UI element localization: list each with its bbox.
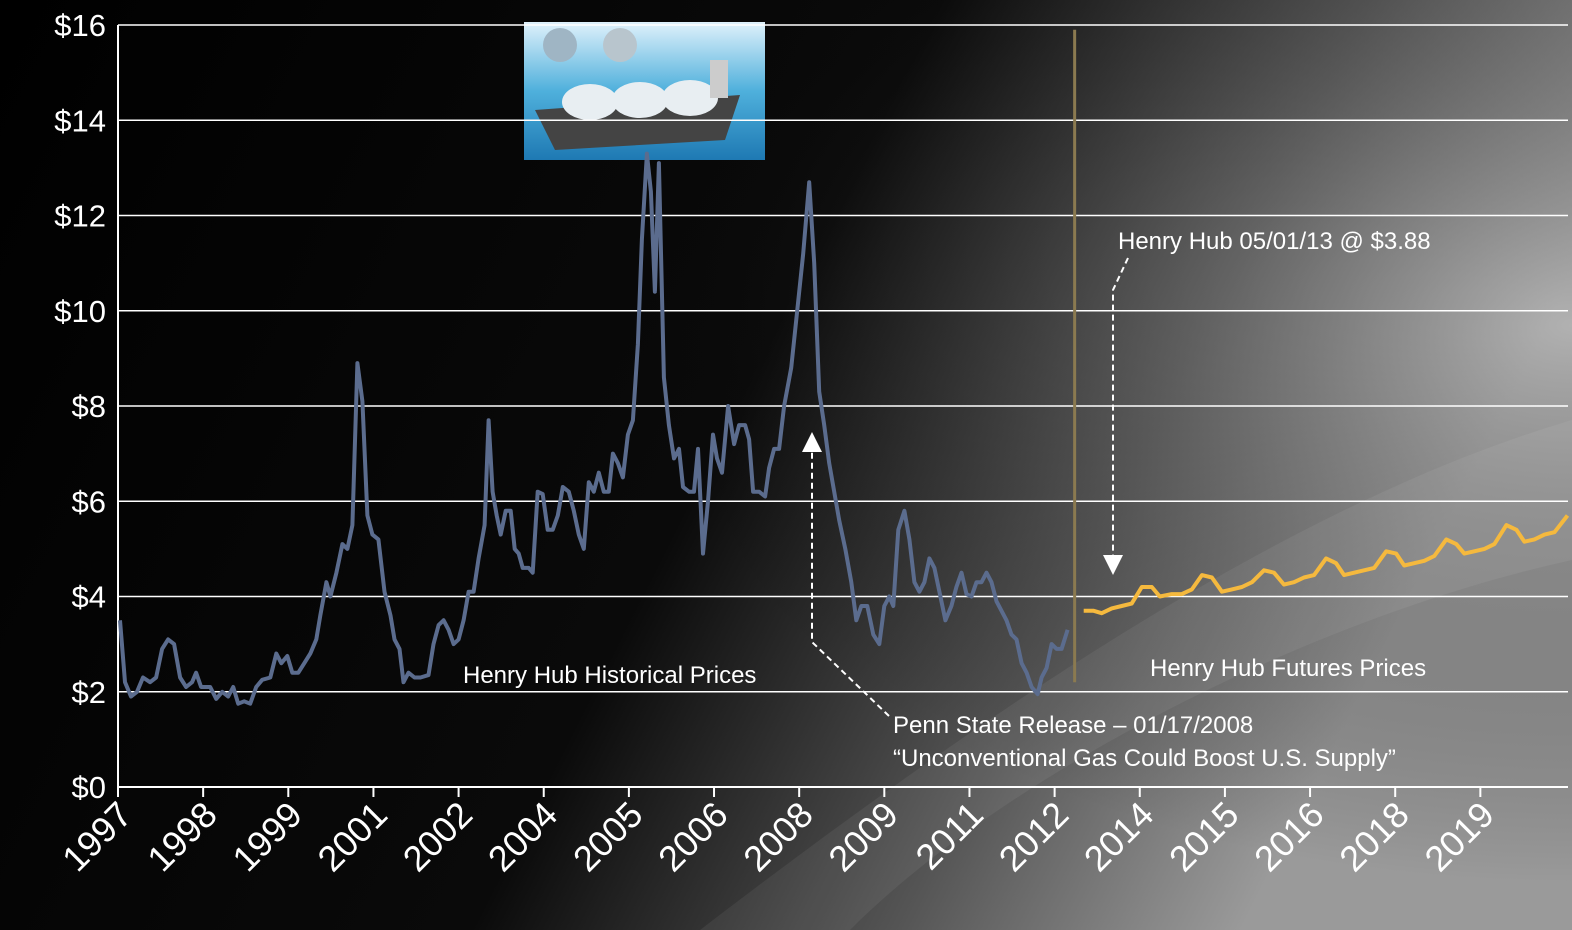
- y-tick-label: $10: [54, 294, 106, 329]
- y-tick-label: $8: [72, 389, 106, 424]
- background-ray: [700, 420, 1572, 930]
- annotation: Penn State Release – 01/17/2008: [893, 712, 1253, 739]
- lng-ship-image: [524, 22, 765, 160]
- y-tick-label: $16: [54, 8, 106, 43]
- annotation: Henry Hub 05/01/13 @ $3.88: [1118, 228, 1431, 255]
- series-label: Henry Hub Futures Prices: [1150, 655, 1426, 682]
- series-label: Henry Hub Historical Prices: [463, 662, 756, 689]
- price-line: [1083, 514, 1570, 616]
- y-tick-label: $6: [72, 484, 106, 519]
- y-tick-label: $12: [54, 199, 106, 234]
- annotation: “Unconventional Gas Could Boost U.S. Sup…: [893, 745, 1396, 772]
- y-tick-label: $14: [54, 103, 106, 138]
- y-tick-label: $2: [72, 675, 106, 710]
- y-tick-label: $0: [72, 770, 106, 805]
- price-line: [118, 151, 1070, 706]
- y-tick-label: $4: [72, 580, 106, 615]
